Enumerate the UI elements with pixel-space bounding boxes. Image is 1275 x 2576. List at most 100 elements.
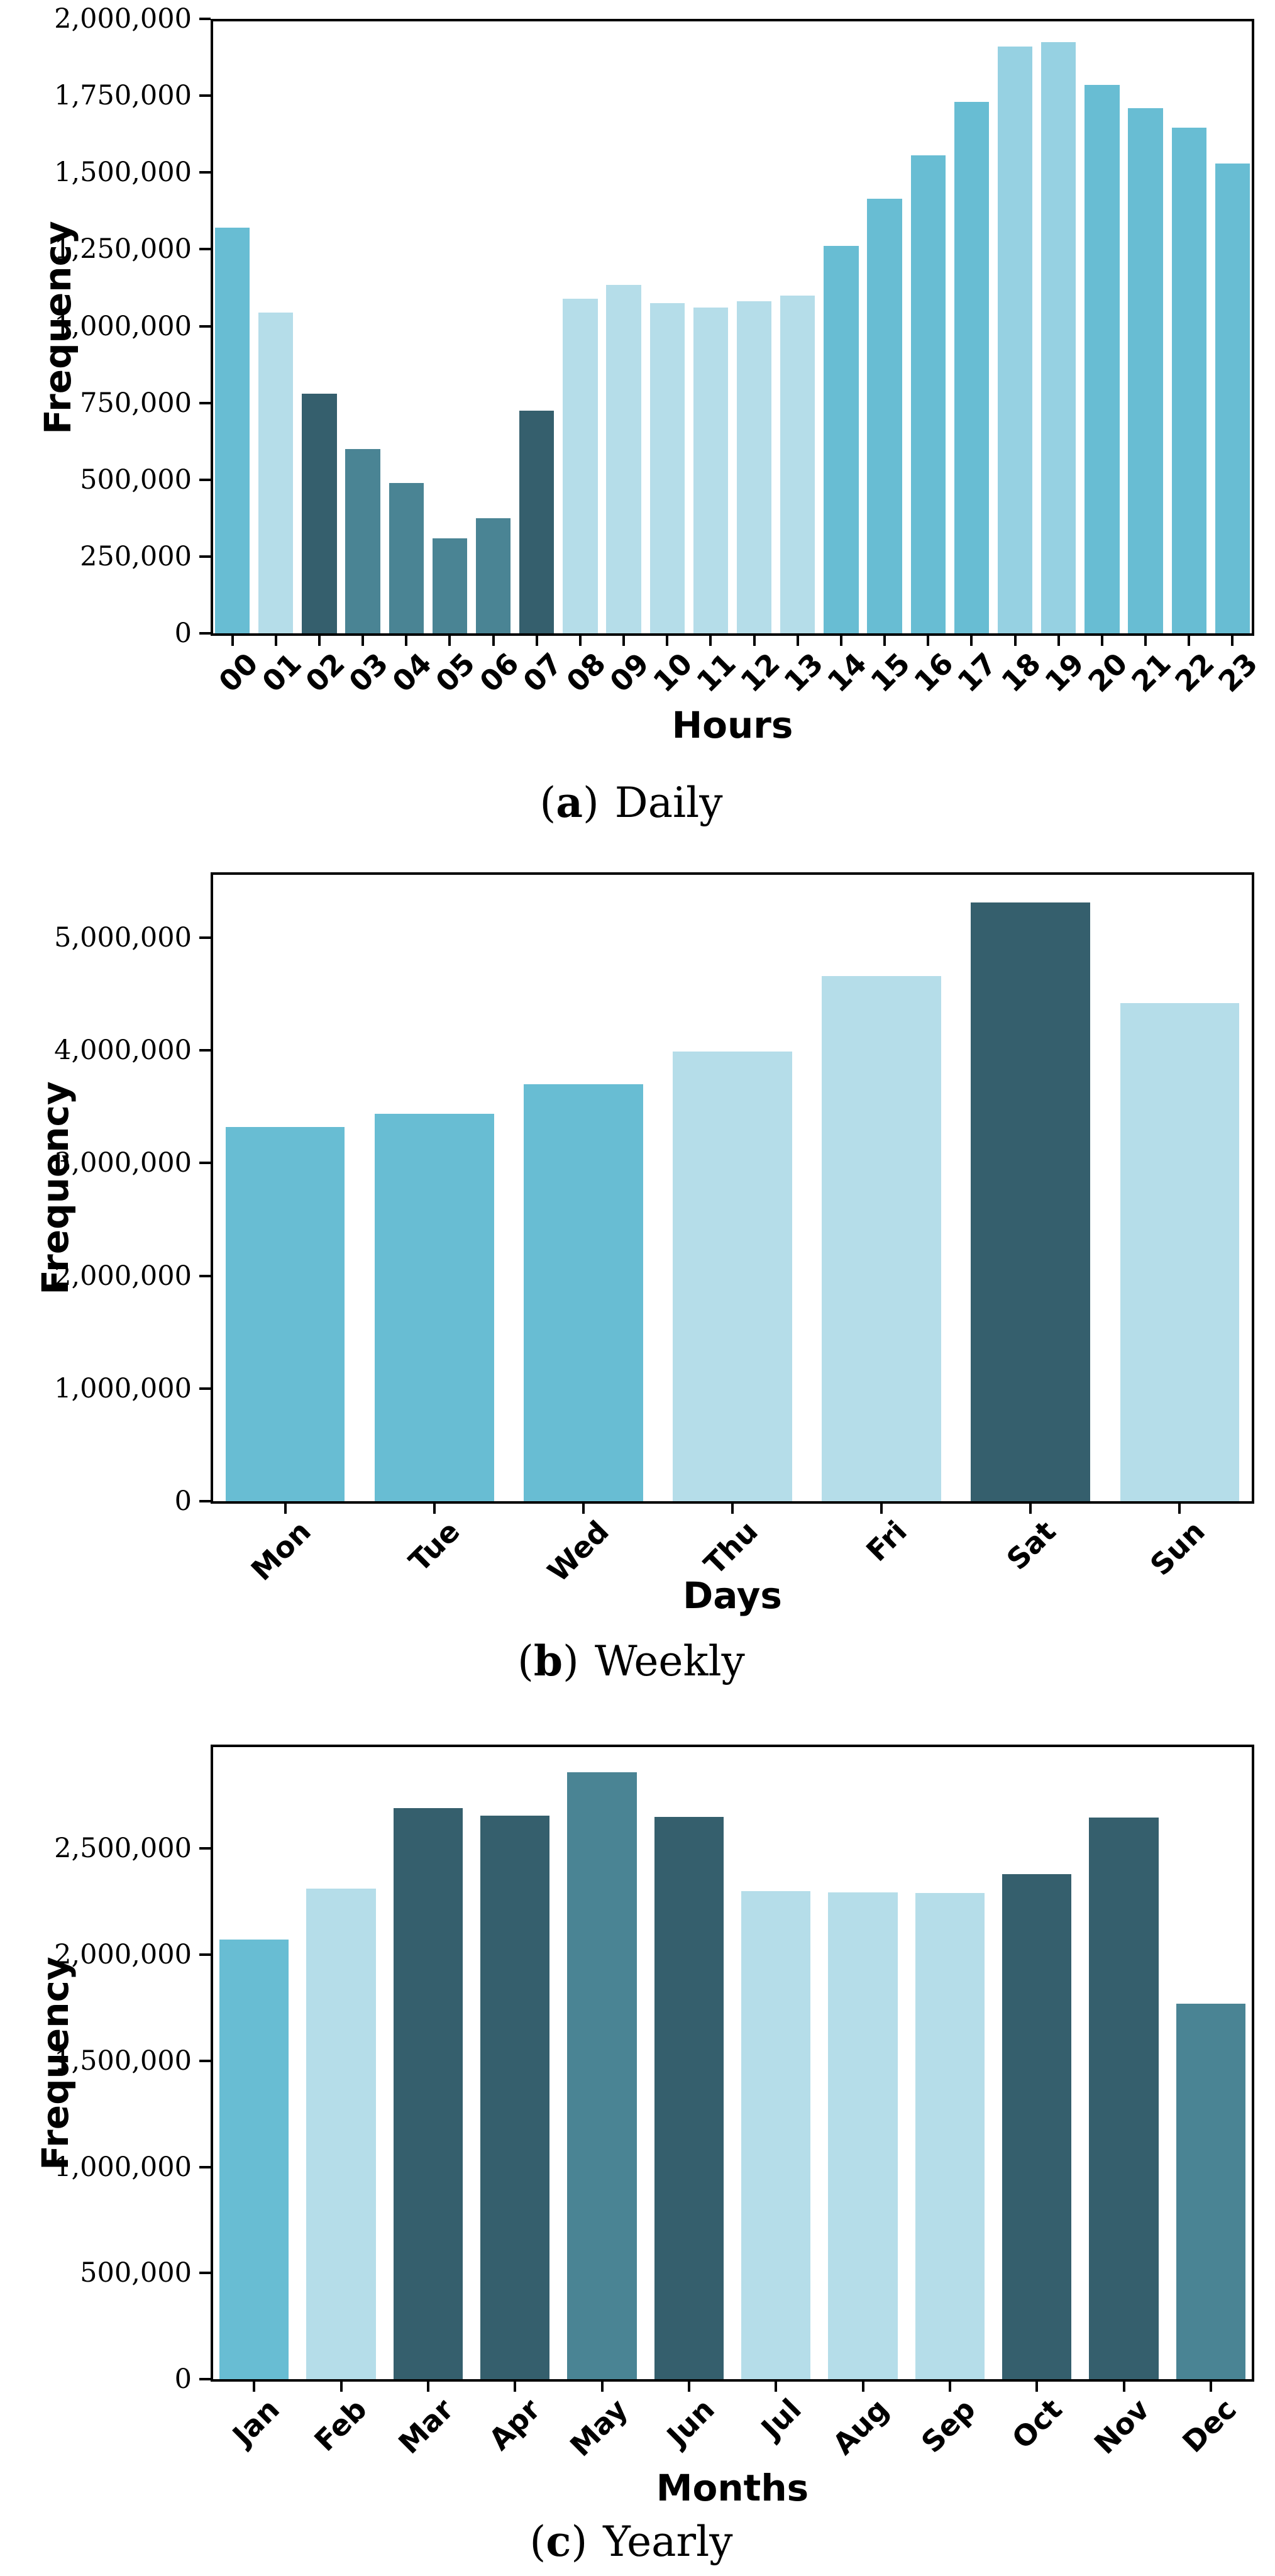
- y-axis-label: Frequency: [34, 1081, 77, 1295]
- y-tick-label: 1,000,000: [54, 1372, 192, 1404]
- x-tick-label: Jul: [754, 2392, 808, 2446]
- y-tick-mark: [199, 1387, 211, 1390]
- x-tick-label: 23: [1212, 646, 1265, 699]
- x-tick-label: 13: [777, 646, 830, 699]
- x-tick-mark: [274, 636, 277, 646]
- bar-Sat: [971, 902, 1091, 1501]
- x-tick-mark: [578, 636, 582, 646]
- bar-16: [910, 155, 946, 633]
- x-tick-label: Mar: [392, 2392, 460, 2461]
- y-tick-mark: [199, 1847, 211, 1850]
- y-axis-label: Frequency: [34, 1956, 77, 2170]
- x-tick-label: Nov: [1087, 2392, 1156, 2461]
- x-axis-label: Months: [656, 2467, 809, 2509]
- bar-Sep: [915, 1893, 985, 2379]
- bar-06: [475, 518, 511, 633]
- x-tick-label: Tue: [402, 1514, 466, 1579]
- y-tick-mark: [199, 555, 211, 558]
- x-axis-label: Hours: [671, 704, 793, 747]
- x-tick-label: 09: [603, 646, 656, 699]
- y-tick-mark: [199, 936, 211, 939]
- caption-open: (: [517, 1637, 534, 1685]
- x-tick-mark: [709, 636, 712, 646]
- bar-Jun: [654, 1816, 724, 2379]
- y-tick-mark: [199, 1953, 211, 1957]
- x-tick-mark: [948, 2382, 951, 2392]
- bar-15: [867, 198, 902, 633]
- x-tick-label: Aug: [825, 2392, 895, 2462]
- y-tick-label: 500,000: [80, 2257, 192, 2289]
- x-tick-mark: [284, 1504, 287, 1514]
- x-tick-label: 22: [1168, 646, 1222, 699]
- x-tick-mark: [317, 636, 321, 646]
- caption-close: ): [582, 779, 599, 827]
- bar-Mar: [393, 1808, 463, 2379]
- bar-May: [567, 1772, 637, 2379]
- y-tick-label: 5,000,000: [54, 921, 192, 953]
- bar-Nov: [1089, 1818, 1159, 2379]
- bar-13: [780, 295, 815, 633]
- bar-04: [389, 482, 424, 633]
- x-tick-label: Sep: [914, 2392, 982, 2460]
- x-tick-label: Feb: [307, 2392, 373, 2458]
- bar-Wed: [524, 1084, 643, 1501]
- y-tick-label: 1,500,000: [54, 2045, 192, 2077]
- bar-Fri: [822, 975, 941, 1501]
- bar-14: [824, 246, 859, 633]
- x-tick-label: 02: [299, 646, 351, 699]
- x-tick-label: 10: [646, 646, 700, 699]
- x-tick-label: 00: [211, 646, 265, 699]
- caption: (c) Yearly: [530, 2517, 733, 2566]
- x-tick-label: 18: [994, 646, 1047, 699]
- caption-letter: c: [546, 2517, 571, 2566]
- y-tick-mark: [199, 2378, 211, 2380]
- bar-Mon: [225, 1127, 345, 1501]
- x-tick-mark: [448, 636, 451, 646]
- caption: (a) Daily: [539, 778, 722, 827]
- y-tick-label: 3,000,000: [54, 1147, 192, 1179]
- x-tick-mark: [1100, 636, 1103, 646]
- x-tick-label: 12: [733, 646, 787, 699]
- x-tick-label: 17: [951, 646, 1004, 699]
- y-tick-label: 1,500,000: [54, 157, 192, 189]
- x-tick-mark: [1178, 1504, 1181, 1514]
- caption-title: Yearly: [603, 2518, 733, 2566]
- bar-05: [432, 538, 468, 633]
- x-tick-mark: [582, 1504, 585, 1514]
- y-tick-mark: [199, 1274, 211, 1277]
- y-tick-label: 250,000: [80, 540, 192, 572]
- x-tick-label: Wed: [541, 1514, 615, 1589]
- x-tick-mark: [666, 636, 669, 646]
- y-tick-mark: [199, 18, 211, 20]
- caption-title: Daily: [614, 779, 723, 827]
- x-tick-mark: [253, 2382, 256, 2392]
- plot-area: [211, 19, 1254, 636]
- x-tick-label: Oct: [1005, 2392, 1069, 2456]
- x-tick-mark: [405, 636, 408, 646]
- y-tick-label: 2,000,000: [54, 1260, 192, 1292]
- y-tick-label: 1,000,000: [54, 310, 192, 342]
- y-tick-label: 2,000,000: [54, 3, 192, 35]
- bar-08: [563, 298, 598, 633]
- y-tick-mark: [199, 2059, 211, 2062]
- bar-Tue: [374, 1113, 494, 1501]
- bar-19: [1041, 42, 1076, 633]
- caption-open: (: [539, 779, 556, 827]
- x-tick-label: Sat: [1000, 1514, 1063, 1577]
- bar-Apr: [480, 1816, 550, 2379]
- bar-12: [736, 301, 772, 633]
- bar-21: [1128, 108, 1163, 633]
- bar-20: [1085, 85, 1120, 633]
- y-tick-label: 0: [174, 1485, 192, 1517]
- x-tick-mark: [1035, 2382, 1039, 2392]
- y-tick-mark: [199, 401, 211, 404]
- x-tick-label: 21: [1125, 646, 1178, 699]
- y-tick-label: 2,000,000: [54, 1939, 192, 1971]
- y-tick-mark: [199, 478, 211, 481]
- bar-00: [214, 228, 250, 633]
- bar-Jan: [219, 1940, 289, 2379]
- x-tick-mark: [426, 2382, 429, 2392]
- x-tick-label: Jun: [660, 2392, 721, 2453]
- x-tick-label: 15: [864, 646, 917, 699]
